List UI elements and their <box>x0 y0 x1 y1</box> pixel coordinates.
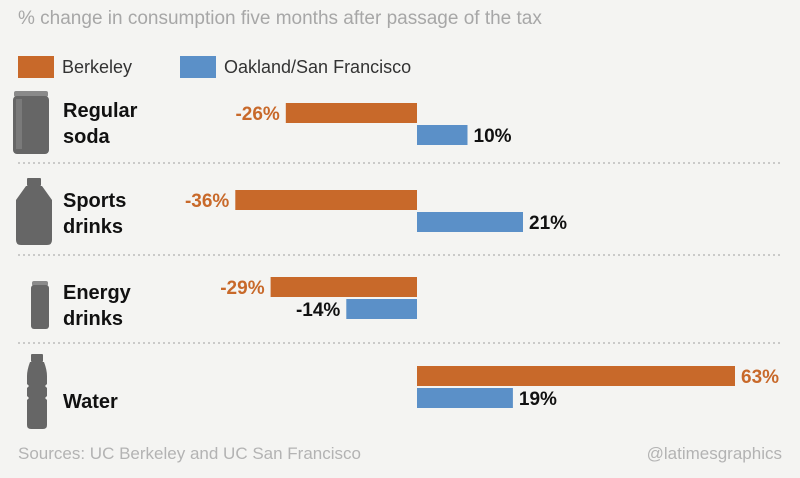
bar-oakland-sf-water <box>417 388 513 408</box>
value-label-berkeley-energy-drinks: -29% <box>220 278 264 299</box>
value-label-oakland-sf-sports-drinks: 21% <box>529 213 567 234</box>
bar-berkeley-sports-drinks <box>235 190 417 210</box>
category-label-sports-drinks-line2: drinks <box>63 216 123 238</box>
bar-oakland-sf-regular-soda <box>417 125 468 145</box>
value-label-oakland-sf-regular-soda: 10% <box>474 126 512 147</box>
category-label-energy-drinks-line2: drinks <box>63 308 123 330</box>
value-label-berkeley-sports-drinks: -36% <box>185 191 229 212</box>
bar-berkeley-water <box>417 366 735 386</box>
legend-item-berkeley: Berkeley <box>18 56 132 78</box>
credit-handle: @latimesgraphics <box>646 444 782 463</box>
bar-berkeley-regular-soda <box>285 103 417 123</box>
category-label-regular-soda-line2: soda <box>63 126 111 148</box>
legend-label-oakland-sf: Oakland/San Francisco <box>224 56 412 77</box>
value-label-berkeley-regular-soda: -26% <box>235 104 279 125</box>
bar-oakland-sf-energy-drinks <box>346 299 417 319</box>
water-bottle-icon <box>27 354 47 429</box>
value-label-oakland-sf-water: 19% <box>519 389 557 410</box>
category-label-regular-soda-line1: Regular <box>63 100 138 122</box>
category-label-energy-drinks-line1: Energy <box>63 282 132 304</box>
category-label-water: Water <box>63 391 118 413</box>
value-label-berkeley-water: 63% <box>741 367 779 388</box>
energy-can-icon <box>31 281 49 329</box>
source-note: Sources: UC Berkeley and UC San Francisc… <box>18 444 361 463</box>
legend-item-oakland-sf: Oakland/San Francisco <box>180 56 411 78</box>
legend-swatch-berkeley <box>18 56 54 78</box>
legend-swatch-oakland-sf <box>180 56 216 78</box>
legend-label-berkeley: Berkeley <box>62 56 133 77</box>
bar-oakland-sf-sports-drinks <box>417 212 523 232</box>
soda-can-icon <box>13 91 49 154</box>
category-label-sports-drinks-line1: Sports <box>63 190 126 212</box>
chart-title: % change in consumption five months afte… <box>18 8 542 29</box>
value-label-oakland-sf-energy-drinks: -14% <box>296 300 340 321</box>
sports-bottle-icon <box>16 178 52 245</box>
bar-berkeley-energy-drinks <box>270 277 417 297</box>
